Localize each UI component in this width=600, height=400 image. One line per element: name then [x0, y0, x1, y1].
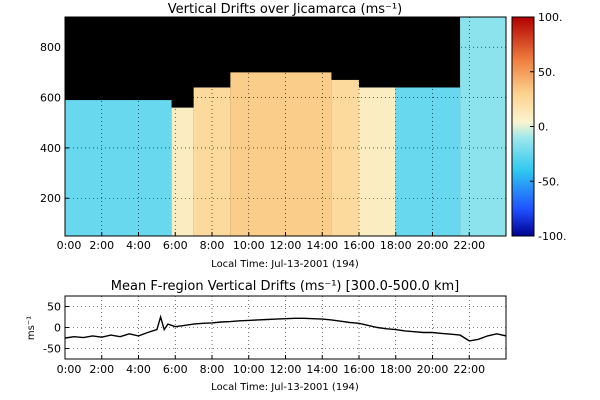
- y-tick-label: 400: [40, 142, 61, 155]
- x-tick-label: 10:00: [233, 239, 265, 252]
- x-tick-label: 18:00: [380, 363, 412, 376]
- colorbar-tick-label: -50.: [538, 175, 559, 188]
- x-tick-label: 0:00: [57, 363, 82, 376]
- heatmap-gridlines: [65, 17, 506, 236]
- x-tick-label: 22:00: [453, 363, 485, 376]
- y-tick-label: 800: [40, 41, 61, 54]
- x-tick-label: 4:00: [126, 363, 151, 376]
- x-tick-label: 20:00: [417, 239, 449, 252]
- heatmap-region: [230, 72, 332, 236]
- heatmap-xlabel: Local Time: Jul-13-2001 (194): [211, 259, 359, 270]
- y-tick-label: 200: [40, 192, 61, 205]
- colorbar-tick-label: 0.: [538, 121, 549, 134]
- x-tick-label: 8:00: [200, 363, 225, 376]
- colorbar: 100. 50. 0. -50. -100.: [511, 11, 566, 243]
- colorbar-tick-label: -100.: [538, 230, 566, 243]
- y-tick-label: -50: [43, 343, 61, 356]
- colorbar-ticks: 100. 50. 0. -50. -100.: [530, 11, 566, 243]
- y-tick-label: 600: [40, 92, 61, 105]
- line-x-ticks: 0:00 2:00 4:00 6:00 8:00 10:00 12:00 14:00 16:00…: [57, 355, 485, 376]
- x-tick-label: 2:00: [89, 363, 114, 376]
- x-tick-label: 18:00: [380, 239, 412, 252]
- x-tick-label: 4:00: [126, 239, 151, 252]
- heatmap-region: [171, 107, 194, 236]
- x-tick-label: 0:00: [57, 239, 82, 252]
- x-tick-label: 16:00: [343, 239, 375, 252]
- x-tick-label: 12:00: [270, 363, 302, 376]
- mean-drift-line: [65, 314, 506, 342]
- line-gridlines: [65, 296, 506, 359]
- x-tick-label: 8:00: [200, 239, 225, 252]
- line-xlabel: Local Time: Jul-13-2001 (194): [211, 382, 359, 393]
- x-tick-label: 14:00: [306, 363, 338, 376]
- heatmap-y-ticks: 200 400 600 800: [40, 41, 69, 205]
- heatmap-region: [331, 79, 359, 236]
- line-y-ticks: 50 0 -50: [43, 301, 69, 356]
- line-title: Mean F-region Vertical Drifts (ms⁻¹) [30…: [111, 279, 459, 294]
- heatmap-region: [65, 100, 172, 236]
- x-tick-label: 2:00: [89, 239, 114, 252]
- y-tick-label: 0: [54, 322, 61, 335]
- heatmap-x-ticks: 0:00 2:00 4:00 6:00 8:00 10:00 12:00 14:00 16:00…: [57, 232, 485, 252]
- x-tick-label: 6:00: [163, 239, 188, 252]
- heatmap-panel: Vertical Drifts over Jicamarca (ms⁻¹) 0:…: [40, 2, 507, 270]
- x-tick-label: 14:00: [306, 239, 338, 252]
- x-tick-label: 10:00: [233, 363, 265, 376]
- heatmap-title: Vertical Drifts over Jicamarca (ms⁻¹): [168, 2, 402, 17]
- heatmap-region: [395, 87, 461, 236]
- x-tick-label: 12:00: [270, 239, 302, 252]
- line-ylabel: ms⁻¹: [26, 316, 37, 340]
- x-tick-label: 6:00: [163, 363, 188, 376]
- heatmap-region: [359, 87, 396, 236]
- x-tick-label: 22:00: [453, 239, 485, 252]
- heatmap-region: [460, 17, 506, 236]
- x-tick-label: 20:00: [417, 363, 449, 376]
- line-panel: Mean F-region Vertical Drifts (ms⁻¹) [30…: [26, 279, 507, 393]
- x-tick-label: 16:00: [343, 363, 375, 376]
- colorbar-tick-label: 100.: [538, 11, 563, 24]
- y-tick-label: 50: [47, 301, 61, 314]
- colorbar-tick-label: 50.: [538, 66, 556, 79]
